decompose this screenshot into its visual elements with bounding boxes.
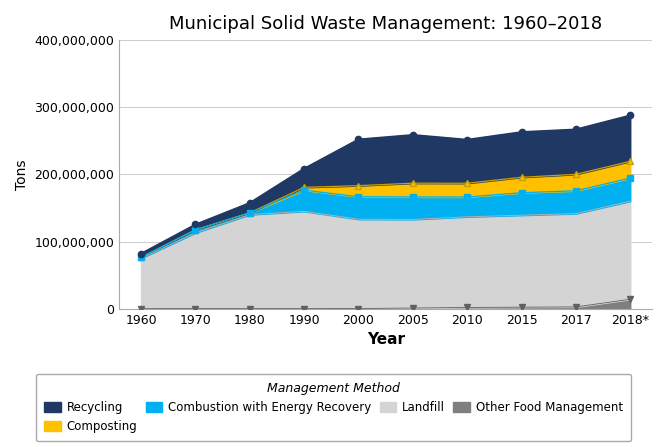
Y-axis label: Tons: Tons [15, 159, 29, 190]
Title: Municipal Solid Waste Management: 1960–2018: Municipal Solid Waste Management: 1960–2… [169, 15, 602, 33]
Legend: Recycling, Composting, Combustion with Energy Recovery, Landfill, Other Food Man: Recycling, Composting, Combustion with E… [36, 374, 631, 441]
X-axis label: Year: Year [367, 332, 405, 347]
